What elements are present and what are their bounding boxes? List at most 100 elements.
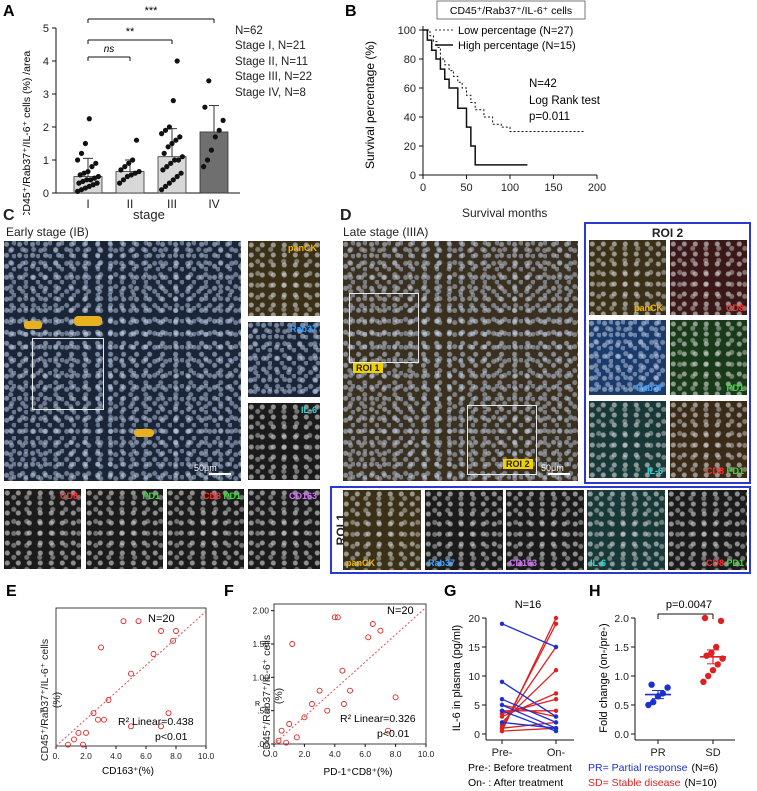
panel-b-legend-high: High percentage (N=15) <box>458 40 576 52</box>
y-tick-label: 1.00 <box>252 672 269 682</box>
x-tick-label: 8.0 <box>390 749 402 759</box>
panel-c-title: Early stage (IB) <box>6 225 89 239</box>
panel-b-axes: 0 20 40 60 80 100 0 50 100 150 200 <box>398 25 607 194</box>
x-tick-label: On- <box>547 747 566 759</box>
panel-b-curves <box>423 29 584 166</box>
data-point <box>95 716 101 723</box>
point-on <box>553 726 559 731</box>
panel-b-chart: B CD45⁺/Rab37⁺/IL-6⁺ cells Low percentag… <box>345 0 607 194</box>
roi1-il6: IL-6 <box>587 490 665 570</box>
data-point <box>84 177 90 183</box>
roi2-cd8: CD8 <box>670 240 747 315</box>
data-point <box>130 157 136 163</box>
x-tick-label: 200 <box>588 182 606 194</box>
data-point <box>158 723 164 730</box>
panel-e-n: N=20 <box>148 613 175 625</box>
panel-g-plot: 0 5 10 15 20 Pre- On- <box>468 613 574 759</box>
data-point <box>93 160 99 166</box>
data-point <box>86 183 92 189</box>
patient-line-red <box>501 727 557 732</box>
point-on <box>553 668 559 673</box>
data-point <box>105 697 112 703</box>
point-on <box>553 720 559 725</box>
point-on <box>553 691 559 696</box>
panel-b-stat-n: N=42 <box>529 78 557 90</box>
data-point <box>159 131 165 137</box>
roi2-box <box>467 405 537 475</box>
panel-b-ylabel: Survival percentage (%) <box>363 41 377 169</box>
panel-b-legend-low: Low percentage (N=27) <box>458 25 573 37</box>
label-cd8-pd1: CD8 PD1 <box>705 466 744 476</box>
label-rab37: Rab37 <box>635 383 663 393</box>
panel-h-p: p=0.0047 <box>666 599 712 611</box>
y-tick-label: 15 <box>468 642 480 654</box>
panel-d-scale: 50μm <box>541 463 564 473</box>
panel-c-cd163: CD163 <box>248 489 320 569</box>
panel-a-significance: *** ** ns <box>87 5 215 61</box>
x-tick-label: 6.0 <box>359 749 371 759</box>
data-point <box>122 164 128 170</box>
data-point <box>169 140 175 147</box>
legend-stage-3: Stage III, N=22 <box>235 71 313 84</box>
roi1-strip: ROI 1 <box>330 486 751 574</box>
data-point <box>293 734 300 741</box>
panel-c-pd1: PD1 <box>86 489 163 569</box>
label-il6: IL-6 <box>590 558 607 568</box>
plot-frame <box>273 603 427 745</box>
point-pre <box>499 708 505 713</box>
data-point <box>165 144 171 150</box>
data-point <box>177 134 183 140</box>
data-point <box>82 140 88 147</box>
data-point-PR <box>645 701 652 709</box>
data-point <box>178 170 184 176</box>
data-point-PR <box>659 690 666 697</box>
data-point <box>77 172 83 178</box>
data-point <box>172 157 178 163</box>
data-point-SD <box>705 672 712 680</box>
data-point <box>126 160 132 166</box>
patient-line-red <box>501 692 557 718</box>
data-point-PR <box>650 698 657 706</box>
y-tick-label: 10 <box>468 671 480 683</box>
panel-a-ylabel: CD45⁺/Rab37⁺/IL-6⁺ cells (%) /area <box>21 51 33 215</box>
panel-h-ylabel: Fold change (on-/pre-) <box>598 623 610 732</box>
label-cd8: CD8 <box>59 491 78 501</box>
y-tick-label: 0 <box>474 729 480 741</box>
data-point <box>158 628 164 634</box>
y-tick-label: 80 <box>404 54 416 66</box>
data-point <box>170 98 176 104</box>
data-point <box>309 701 315 707</box>
y-tick-label: 20 <box>468 613 480 625</box>
panel-f-r2: R² Linear=0.326 <box>340 713 416 725</box>
legend-stage-2: Stage II, N=11 <box>235 55 308 68</box>
data-point <box>132 170 138 176</box>
data-point <box>135 618 142 625</box>
data-point <box>289 641 296 647</box>
data-point <box>174 58 180 64</box>
label-rab37: Rab37 <box>289 324 317 334</box>
data-point <box>71 736 77 743</box>
y-tick-label: 0 <box>43 188 49 200</box>
roi2-cd8-pd1: CD8 PD1 <box>670 401 747 478</box>
roi2-pd1: PD1 <box>670 320 747 395</box>
panel-e-r2: R² Linear=0.438 <box>118 716 194 728</box>
panel-a-xlabel-text: stage <box>133 207 165 222</box>
roi2-il6: IL-6 <box>589 401 666 478</box>
data-point <box>80 741 86 748</box>
data-point <box>80 178 86 185</box>
roi2-rab37: Rab37 <box>589 320 666 395</box>
x-tick-label: 50 <box>460 182 472 194</box>
data-point <box>212 134 218 140</box>
point-pre <box>499 697 505 702</box>
panel-a-chart: A CD45⁺/Rab37⁺/IL-6⁺ cells (%) /area 0 1 2… <box>3 3 240 215</box>
panel-f-axis-mark: R <box>255 701 260 708</box>
panel-f-plot: .0 2.0 4.0 6.0 8.0 10.0 .00 .50 1.00 1.50 2.00 <box>252 603 435 759</box>
panel-a-letter: A <box>3 3 15 20</box>
roi2-title: ROI 2 <box>651 226 684 240</box>
data-point <box>168 160 174 166</box>
panel-f-ylabel: CD45⁺/Rab37⁺/IL-6⁺ cells (%) <box>261 634 285 758</box>
data-point <box>316 687 323 694</box>
panel-g-note1: Pre-: Before treatment <box>468 762 572 774</box>
x-tick-label: 4.0 <box>329 749 341 759</box>
data-point <box>369 621 376 627</box>
